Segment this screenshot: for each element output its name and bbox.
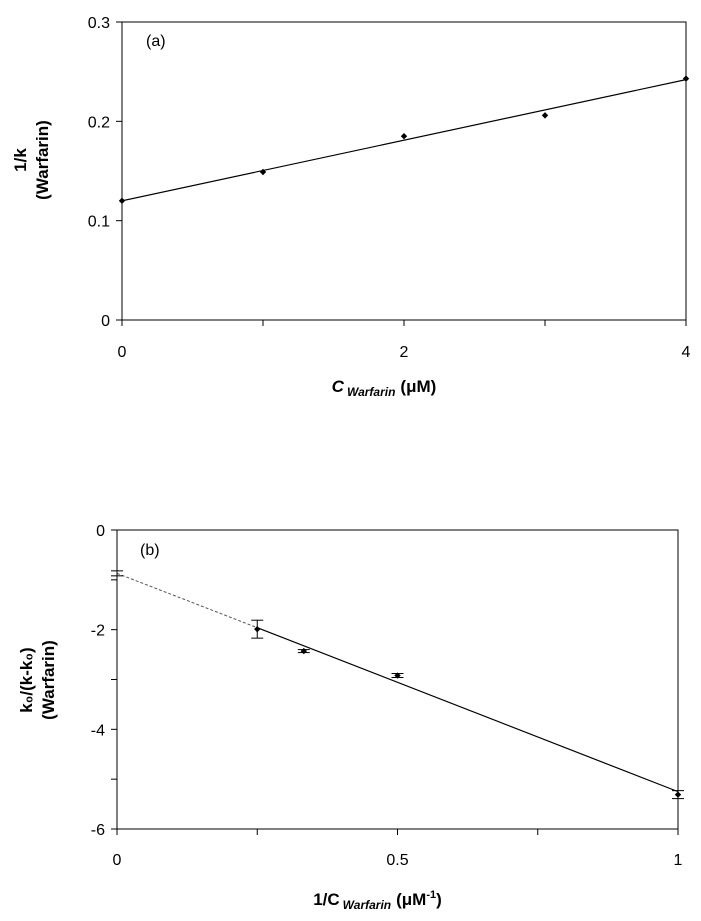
y-tick-label: -4: [91, 722, 105, 739]
x-tick-label: 0: [118, 344, 127, 361]
panel-a: 0 2 4 0 0.1 0.2 0.3 (a) 1/k (Warfarin) C Warfa…: [11, 15, 691, 399]
panel-b-fit-line-group: [116, 572, 679, 793]
panel-b-x-ticks: 0 0.5 1: [113, 829, 683, 869]
panel-b-y-axis-label-line2: (Warfarin): [39, 640, 58, 720]
panel-b-x-label-unit-close: ): [436, 890, 442, 909]
panel-a-x-label-subscript: Warfarin: [347, 385, 395, 399]
panel-a-x-ticks: 0 2 4: [118, 320, 691, 361]
y-tick-label: 0.3: [88, 15, 110, 32]
panel-b-label: (b): [140, 542, 160, 559]
fit-line: [257, 627, 679, 793]
panel-a-plot-frame: [121, 21, 687, 321]
extrapolation-line: [116, 572, 258, 629]
data-point: [682, 75, 690, 82]
data-point: [118, 197, 126, 204]
data-point: [259, 168, 267, 176]
panel-b-x-axis-label: 1/C Warfarin (μM-1): [313, 889, 442, 912]
x-tick-label: 0.5: [386, 852, 408, 869]
panel-a-x-label-unit: (μM): [400, 377, 436, 396]
panel-b: 0 0.5 1 -6-4-20 (b) k₀/(k-k₀) (Warfarin) 1…: [17, 523, 684, 912]
panel-b-x-label-superscript: -1: [426, 889, 436, 901]
panel-b-y-axis-label-line1: k₀/(k-k₀): [17, 647, 36, 712]
x-tick-label: 1: [674, 852, 683, 869]
y-tick-label: 0.1: [88, 214, 110, 231]
y-tick-label: 0: [96, 523, 105, 540]
fit-line: [121, 79, 687, 202]
x-tick-label: 2: [400, 344, 409, 361]
panel-a-y-ticks: 0 0.1 0.2 0.3: [88, 15, 122, 330]
panel-b-x-label-main: 1/C: [313, 890, 339, 909]
y-tick-label: -2: [91, 623, 105, 640]
data-point: [400, 133, 408, 140]
panel-a-x-label-main: C: [332, 377, 345, 396]
x-tick-label: 0: [113, 852, 122, 869]
data-point: [394, 672, 401, 679]
data-point: [674, 791, 682, 798]
data-point: [254, 625, 261, 633]
panel-a-label: (a): [146, 33, 166, 50]
panel-b-x-label-unit: (μM: [396, 890, 426, 909]
panel-a-x-axis-label: C Warfarin (μM): [332, 377, 437, 399]
y-tick-label: 0: [101, 313, 110, 330]
x-tick-label: 4: [682, 344, 691, 361]
panel-a-y-axis-label-line1: 1/k: [11, 148, 30, 172]
panel-a-y-axis-label-line2: (Warfarin): [33, 120, 52, 200]
panel-a-fit-line-group: [121, 79, 687, 202]
data-point: [300, 647, 308, 655]
panel-b-x-label-subscript: Warfarin: [343, 898, 391, 912]
y-tick-label: -6: [91, 822, 105, 839]
panel-b-y-ticks: -6 -4 -2 0: [91, 523, 117, 839]
data-point: [541, 112, 549, 119]
panel-b-data-points: [111, 570, 684, 800]
y-tick-label: 0.2: [88, 114, 110, 131]
panel-b-plot-frame: [116, 529, 679, 830]
panel-a-data-points: [118, 75, 690, 204]
